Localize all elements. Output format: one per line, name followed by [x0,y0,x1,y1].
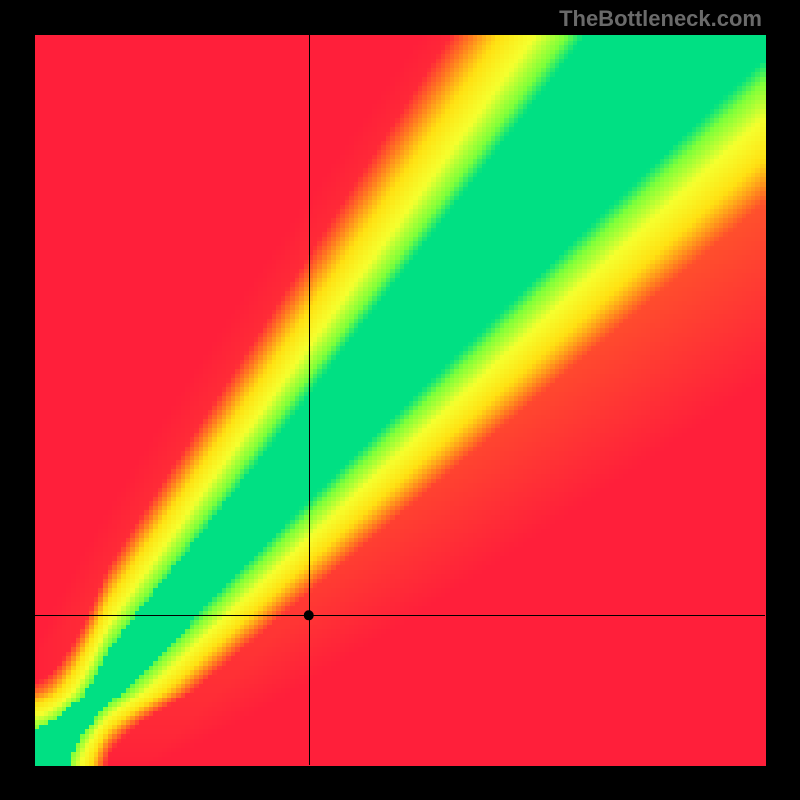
watermark-text: TheBottleneck.com [559,6,762,32]
bottleneck-heatmap [0,0,800,800]
